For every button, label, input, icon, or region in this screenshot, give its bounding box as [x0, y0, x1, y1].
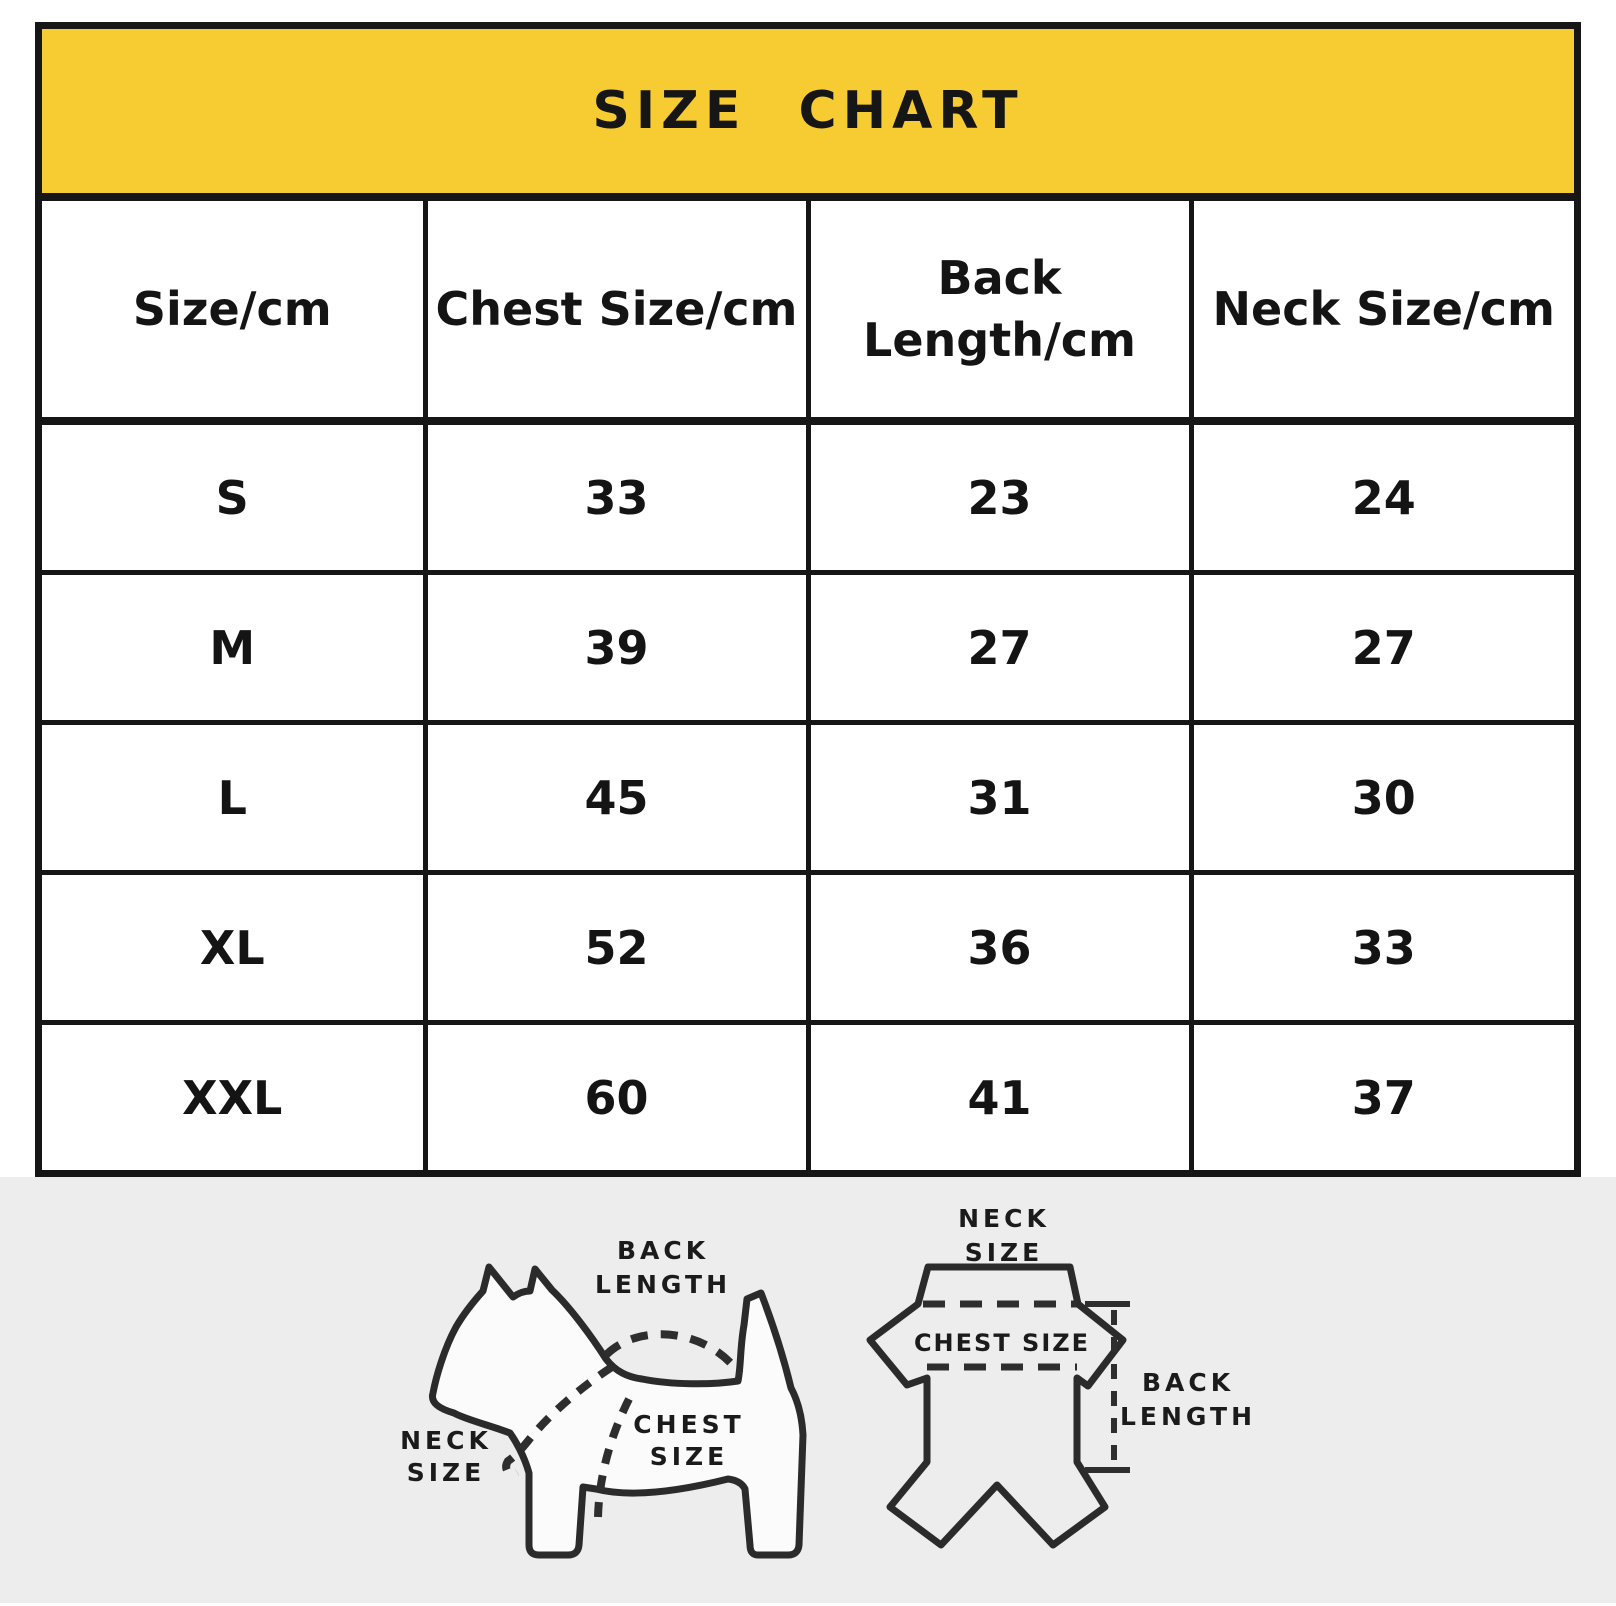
size-cell: L: [42, 720, 428, 875]
back-length-dashed-arc: [603, 1330, 744, 1377]
garment-neck-size-label: SIZE: [965, 1238, 1044, 1267]
dog-chest-size-label: SIZE: [650, 1442, 729, 1471]
chest-cell: 45: [422, 720, 811, 875]
chest-cell: 60: [422, 1020, 811, 1170]
table-row-xl: XL 52 36 33: [42, 870, 1574, 1025]
column-header-neck: Neck Size/cm: [1188, 201, 1574, 425]
neck-cell: 37: [1188, 1020, 1574, 1170]
chest-cell: 33: [422, 418, 811, 575]
back-cell: 31: [805, 720, 1194, 875]
garment-measurement-diagram: NECK SIZE CHEST SIZE BACK LENGTH: [866, 1204, 1250, 1549]
garment-back-length-label: LENGTH: [1120, 1402, 1250, 1431]
garment-back-length-label: BACK: [1142, 1368, 1234, 1397]
neck-cell: 27: [1188, 570, 1574, 725]
size-cell: M: [42, 570, 428, 725]
dog-outline-illustration: [429, 1263, 807, 1559]
size-chart-sheet: SIZE CHART Size/cm Chest Size/cm Back Le…: [35, 22, 1581, 1177]
column-header-label: Size/cm: [132, 281, 332, 336]
dog-neck-size-label: NECK: [400, 1426, 492, 1455]
chest-cell: 52: [422, 870, 811, 1025]
back-cell: 27: [805, 570, 1194, 725]
title-bar: SIZE CHART: [42, 29, 1574, 201]
table-row-m: M 39 27 27: [42, 570, 1574, 725]
size-table: Size/cm Chest Size/cm Back Length/cm Nec…: [42, 201, 1574, 1170]
dog-back-length-label: LENGTH: [595, 1270, 731, 1299]
size-cell: XXL: [42, 1020, 428, 1170]
back-cell: 36: [805, 870, 1194, 1025]
size-cell: XL: [42, 870, 428, 1025]
measurement-diagrams-footer: BACK LENGTH NECK SIZE CHEST SIZE NECK SI…: [0, 1177, 1616, 1603]
back-cell: 23: [805, 418, 1194, 575]
neck-cell: 33: [1188, 870, 1574, 1025]
dog-neck-size-label: SIZE: [407, 1458, 486, 1487]
column-header-label: Neck Size/cm: [1212, 281, 1555, 336]
neck-cell: 30: [1188, 720, 1574, 875]
back-cell: 41: [805, 1020, 1194, 1170]
header-row: Size/cm Chest Size/cm Back Length/cm Nec…: [42, 201, 1574, 425]
column-header-back-length: Back Length/cm: [805, 201, 1194, 425]
chest-size-dashed-arc: [594, 1397, 633, 1518]
column-header-chest: Chest Size/cm: [422, 201, 811, 425]
column-header-label: Length/cm: [863, 313, 1136, 367]
table-row-xxl: XXL 60 41 37: [42, 1020, 1574, 1170]
page-title: SIZE CHART: [592, 81, 1024, 141]
table-row-s: S 33 23 24: [42, 418, 1574, 575]
column-header-label: Chest Size/cm: [435, 281, 798, 336]
table-row-l: L 45 31 30: [42, 720, 1574, 875]
dog-back-length-label: BACK: [617, 1236, 709, 1265]
neck-cell: 24: [1188, 418, 1574, 575]
dog-measurement-diagram: BACK LENGTH NECK SIZE CHEST SIZE: [400, 1236, 807, 1559]
column-header-label: Back: [937, 250, 1062, 305]
dog-chest-size-label: CHEST: [633, 1410, 744, 1439]
garment-outline-illustration: [866, 1263, 1127, 1549]
garment-neck-size-label: NECK: [958, 1204, 1050, 1233]
garment-chest-size-label: CHEST SIZE: [914, 1329, 1090, 1357]
size-chart-table-box: SIZE CHART Size/cm Chest Size/cm Back Le…: [35, 22, 1581, 1177]
size-cell: S: [42, 418, 428, 575]
column-header-size: Size/cm: [42, 201, 428, 425]
chest-cell: 39: [422, 570, 811, 725]
